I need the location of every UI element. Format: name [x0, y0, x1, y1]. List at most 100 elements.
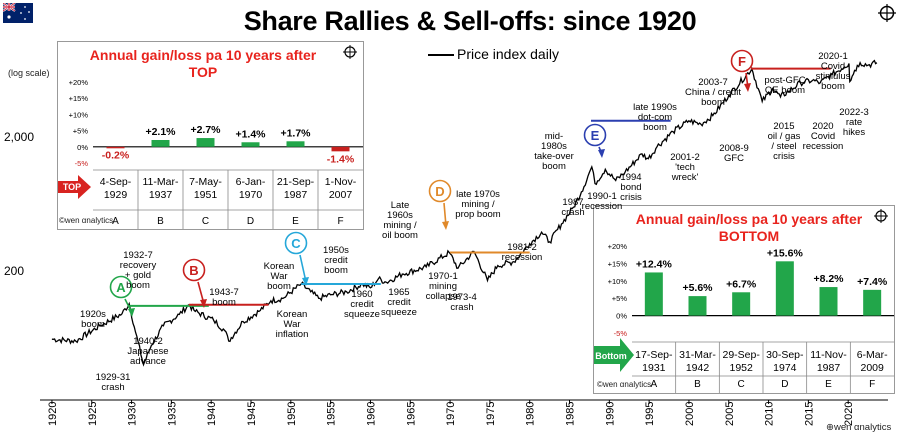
inset-date-label: 1987: [284, 189, 308, 201]
x-tick-label: 1985: [565, 402, 577, 426]
event-annotation: mid- 1980s take-over boom: [524, 132, 584, 172]
event-annotation-line: boom: [81, 319, 105, 330]
x-tick-label: 1965: [405, 402, 417, 426]
x-tick-label: 2000: [684, 402, 696, 426]
inset-date-label: 1942: [686, 362, 710, 374]
inset-bar-value-label: +5.6%: [682, 282, 713, 294]
event-annotation-line: Korean: [276, 309, 308, 320]
event-annotation-line: 2020: [812, 121, 834, 132]
event-annotation-line: 1920s: [80, 309, 106, 320]
event-annotation-line: credit: [350, 299, 374, 310]
inset-bar: [151, 139, 170, 147]
inset-bar: [732, 292, 751, 316]
event-annotation-line: 1970-1: [428, 271, 458, 282]
event-annotation-line: 1994: [620, 172, 642, 183]
event-annotation-line: inflation: [275, 329, 309, 340]
event-annotation-line: boom: [542, 161, 566, 172]
event-annotation-line: / steel: [771, 141, 797, 152]
x-tick-label: 1990: [604, 402, 616, 426]
event-annotation-line: crash: [101, 382, 125, 393]
event-annotation: 1929-31 crash: [83, 373, 143, 393]
inset-bar: [688, 296, 707, 316]
inset-bar: [331, 146, 350, 152]
inset-category-label: C: [738, 379, 745, 390]
period-marker-letter: B: [189, 263, 198, 278]
legend: Price index daily: [428, 46, 559, 62]
event-annotation-line: mid-: [544, 131, 564, 142]
inset-y-tick-label: 0%: [77, 143, 88, 152]
bottom-inset-chart: +20% +15% +10% +5% 0% -5% +12.4% 17-Sep-1931 A +5…: [594, 242, 894, 393]
inset-y-tick-label: +20%: [69, 78, 89, 87]
footer-logo-text: wen αnalytics: [833, 422, 892, 433]
event-annotation-line: 1960s: [387, 210, 413, 221]
event-annotation: 1994 bond crisis: [601, 173, 661, 203]
event-annotation-line: credit: [324, 255, 348, 266]
event-annotation-line: hikes: [842, 127, 866, 138]
top-inset-panel: Annual gain/loss pa 10 years after TOP +…: [57, 41, 364, 230]
event-annotation: 2020 Covid recession: [793, 122, 853, 152]
y-tick-label: 200: [4, 264, 24, 278]
event-annotation-line: 2001-2: [670, 152, 700, 163]
event-annotation-line: squeeze: [381, 307, 417, 318]
x-tick-label: 1925: [87, 402, 99, 426]
event-annotation-line: 2022-3: [839, 107, 869, 118]
event-annotation-line: recession: [501, 252, 543, 263]
inset-date-label: 7-May-: [189, 176, 222, 188]
event-annotation-line: Covid: [810, 131, 836, 142]
inset-bar: [775, 261, 794, 316]
period-marker-letter: D: [435, 184, 444, 199]
inset-y-tick-label: 0%: [616, 312, 627, 321]
event-annotation-line: bond: [620, 182, 642, 193]
inset-bar-value-label: +15.6%: [767, 247, 804, 259]
inset-bar-value-label: +6.7%: [726, 278, 757, 290]
inset-bar-value-label: +1.4%: [235, 128, 266, 140]
bottom-inset-logo-text: wen αnalytics: [602, 380, 652, 389]
event-annotation-line: 1940-2: [133, 336, 163, 347]
inset-date-label: 1929: [104, 189, 128, 201]
event-annotation: Late 1960s mining / oil boom: [370, 201, 430, 241]
event-annotation-line: boom: [701, 97, 725, 108]
bottom-inset-crosshair-icon: [874, 209, 888, 223]
inset-bar: [106, 146, 125, 149]
inset-bar: [196, 138, 215, 147]
event-annotation-line: 2003-7: [698, 77, 728, 88]
period-marker-letter: C: [291, 236, 301, 251]
inset-date-label: 1937: [149, 189, 173, 201]
event-annotation: 1965 credit squeeze: [369, 288, 429, 318]
period-arrow-head: [744, 83, 751, 92]
event-annotation-line: crash: [561, 207, 585, 218]
period-marker-circle: [284, 231, 308, 255]
inset-date-label: 11-Mar-: [143, 176, 179, 188]
inset-date-label: 4-Sep-: [100, 176, 132, 188]
inset-date-label: 1-Nov-: [325, 176, 357, 188]
event-annotation-line: recession: [581, 201, 623, 212]
event-annotation-line: recovery: [119, 260, 157, 271]
event-annotation-line: crisis: [620, 192, 642, 203]
x-tick-label: 1940: [206, 402, 218, 426]
event-annotation: 1940-2 Japanese advance: [118, 337, 178, 367]
event-annotation-line: take-over: [534, 151, 574, 162]
x-tick-label: 1980: [525, 402, 537, 426]
crosshair-icon: [878, 4, 896, 22]
event-annotation: 2001-2'tech wreck': [655, 153, 715, 183]
event-annotation: 1950s credit boom: [306, 246, 366, 276]
inset-date-label: 29-Sep-: [722, 349, 760, 361]
event-annotation: 1990-1 recession: [572, 192, 632, 212]
inset-date-label: 1987: [817, 362, 841, 374]
inset-category-label: D: [247, 216, 254, 227]
inset-bar: [286, 141, 305, 147]
price-series-line: [51, 59, 878, 367]
event-annotation-line: squeeze: [344, 309, 380, 320]
event-annotation-line: 1981-2: [507, 242, 537, 253]
inset-category-label: F: [869, 379, 875, 390]
event-annotation-line: 2015: [773, 121, 795, 132]
period-marker-circle: [730, 49, 754, 73]
inset-date-label: 1970: [239, 189, 263, 201]
period-marker-circle: [182, 258, 206, 282]
inset-category-label: C: [202, 216, 209, 227]
period-marker-letter: A: [116, 280, 126, 295]
inset-row-label: TOP: [63, 182, 81, 192]
inset-date-label: 1974: [773, 362, 797, 374]
event-annotation: 1960 credit squeeze: [332, 290, 392, 320]
